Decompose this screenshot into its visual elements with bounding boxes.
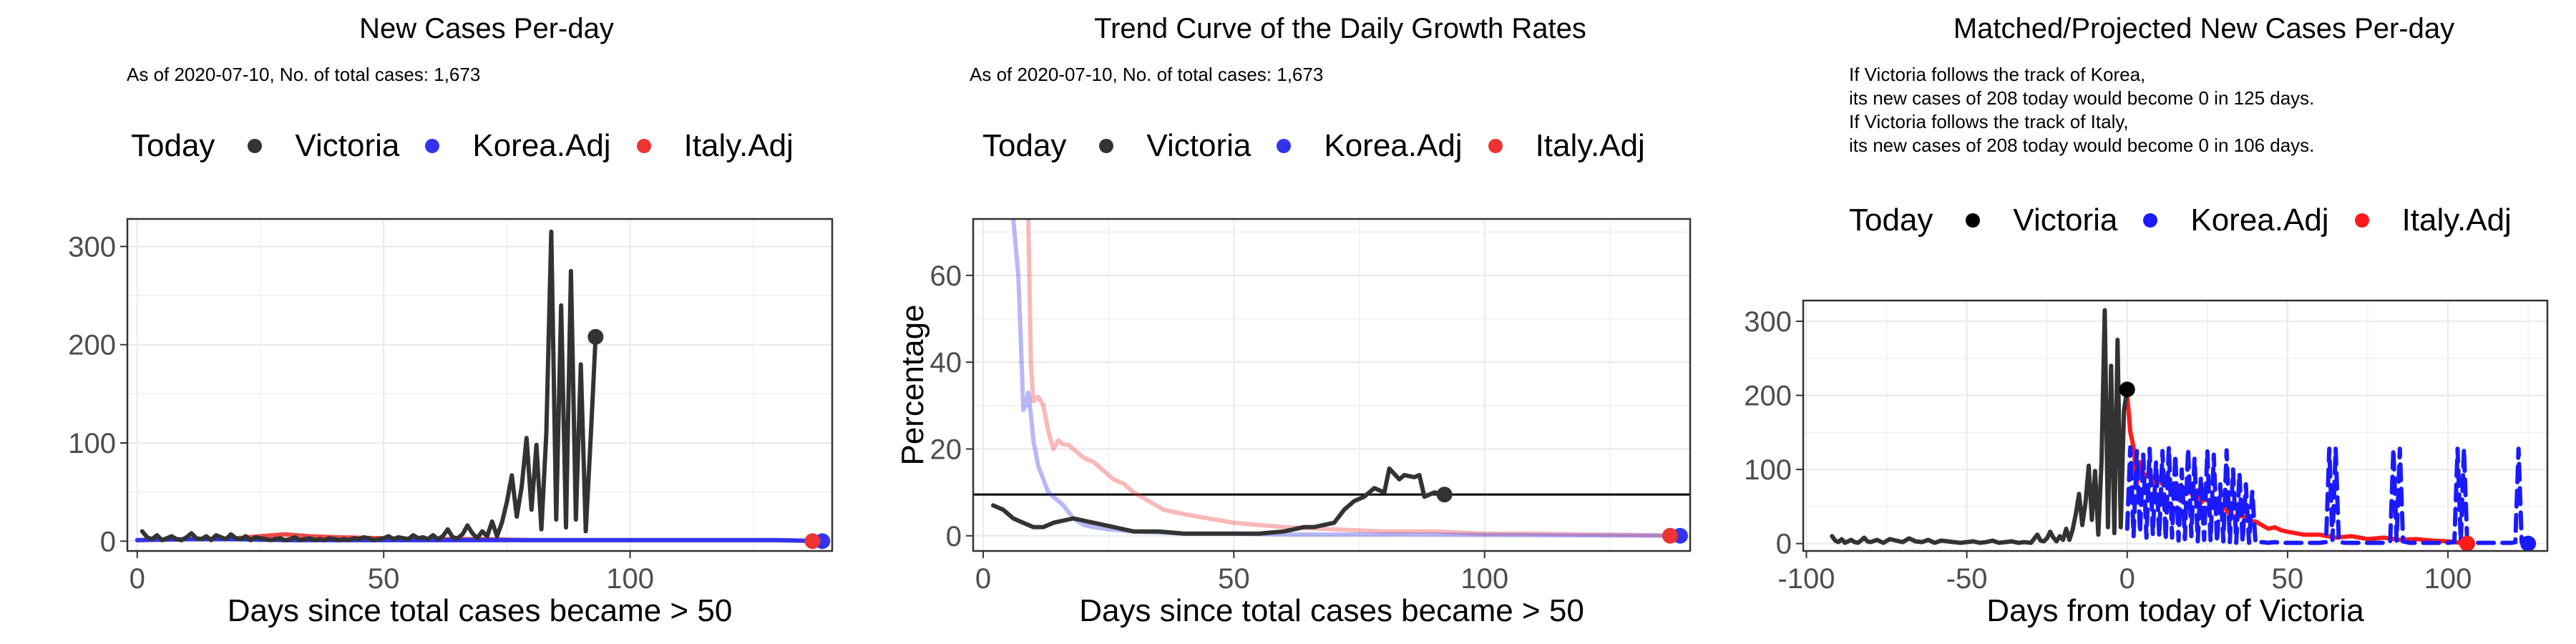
legend-victoria-dot: [1099, 139, 1114, 153]
today-point-italy-adj: [1662, 527, 1678, 544]
projection-note-line: its new cases of 208 today would become …: [1849, 87, 2315, 109]
panel-new-cases: New Cases Per-day As of 2020-07-10, No. …: [0, 0, 859, 644]
projection-note-line: If Victoria follows the track of Korea,: [1849, 64, 2146, 85]
legend-item-victoria: Victoria: [248, 128, 399, 164]
series-line-victoria: [991, 466, 1447, 536]
x-axis-title: Days from today of Victoria: [1986, 593, 2364, 628]
legend-italy-label: Italy.Adj: [683, 128, 794, 163]
legend: Today Victoria Korea.Adj Italy.Adj: [982, 125, 1671, 167]
legend-item-korea: Korea.Adj: [425, 128, 611, 164]
chart-matched-projected: -100 -50 0 50 100 0 100 200 300 Days from today o…: [1744, 299, 2549, 628]
projection-note-line: its new cases of 208 today would become …: [1849, 135, 2315, 156]
legend-victoria-dot: [248, 139, 263, 153]
legend-item-victoria: Victoria: [1099, 128, 1251, 164]
series-line-victoria: [140, 229, 598, 542]
x-tick-label: 50: [2272, 563, 2304, 595]
today-point-italy-adj: [2459, 535, 2475, 552]
legend-italy-dot: [2354, 213, 2369, 228]
legend-item-korea: Korea.Adj: [1277, 128, 1463, 164]
x-tick-label: 50: [1218, 563, 1250, 595]
x-tick-label: 100: [2424, 563, 2472, 595]
y-tick-label: 60: [930, 260, 962, 292]
plot-area: [135, 229, 830, 544]
chart-subtitle: As of 2020-07-10, No. of total cases: 1,…: [127, 64, 481, 85]
x-axis-title: Days since total cases became > 50: [1079, 593, 1584, 628]
today-point-italy-adj: [804, 533, 821, 550]
legend-title: Today: [131, 128, 215, 163]
y-tick-label: 0: [946, 521, 962, 552]
chart-title: New Cases Per-day: [359, 13, 614, 44]
legend: Today Victoria Korea.Adj Italy.Adj: [1849, 199, 2537, 242]
chart-title: Matched/Projected New Cases Per-day: [1953, 13, 2455, 44]
plot-border: [126, 218, 834, 552]
legend-italy-label: Italy.Adj: [1535, 128, 1645, 163]
x-tick-label: 50: [368, 563, 400, 595]
y-tick-label: 20: [930, 434, 962, 465]
y-tick-label: 300: [68, 231, 116, 263]
legend-item-italy: Italy.Adj: [1488, 128, 1645, 164]
series-line-italy-adj: [1026, 219, 1687, 538]
legend: Today Victoria Korea.Adj Italy.Adj: [131, 125, 819, 167]
series-line-korea-adj: [1011, 219, 1687, 538]
series-line-victoria: [1830, 308, 2129, 545]
y-tick-label: 200: [1744, 381, 1792, 412]
legend-korea-dot: [425, 139, 440, 153]
legend-victoria-dot: [1966, 213, 1981, 228]
legend-victoria-label: Victoria: [1146, 128, 1252, 163]
panel-growth-rates: Trend Curve of the Daily Growth Rates As…: [859, 0, 1717, 644]
legend-korea-dot: [2143, 213, 2158, 228]
chart-growth-rates: 0 50 100 0 20 40 60 Days since total cases beca…: [895, 218, 1692, 628]
x-tick-label: 0: [2119, 563, 2135, 595]
legend-item-italy: Italy.Adj: [636, 128, 794, 164]
legend-italy-label: Italy.Adj: [2401, 203, 2512, 238]
y-tick-label: 100: [68, 428, 116, 459]
today-point-victoria: [587, 328, 604, 345]
today-point-victoria: [1436, 487, 1453, 503]
chart-new-cases-per-day: 0 50 100 0 100 200 300 Days since total cases b…: [68, 218, 834, 628]
plot-border: [972, 218, 1692, 552]
x-tick-label: 100: [1460, 563, 1508, 595]
series-line-korea-adj: [2124, 445, 2531, 546]
projection-notes: If Victoria follows the track of Korea, …: [1849, 63, 2314, 157]
legend-item-victoria: Victoria: [1966, 203, 2117, 238]
today-point-korea-adj: [2520, 535, 2537, 552]
y-tick-label: 200: [68, 330, 116, 361]
y-tick-label: 0: [100, 526, 116, 557]
chart-title: Trend Curve of the Daily Growth Rates: [1094, 13, 1586, 44]
x-tick-label: 100: [606, 563, 654, 595]
plot-area: [973, 219, 1690, 538]
legend-title: Today: [982, 128, 1067, 163]
plot-area: [1830, 308, 2531, 546]
y-tick-label: 0: [1776, 529, 1792, 560]
x-axis-title: Days since total cases became > 50: [228, 593, 733, 628]
projection-note-line: If Victoria follows the track of Italy,: [1849, 111, 2129, 132]
chart-subtitle: As of 2020-07-10, No. of total cases: 1,…: [970, 64, 1324, 85]
x-tick-label: -100: [1777, 563, 1835, 595]
y-axis-title: Percentage: [895, 304, 930, 465]
panel-matched-projected: Matched/Projected New Cases Per-day If V…: [1717, 0, 2576, 644]
legend-victoria-label: Victoria: [295, 128, 400, 163]
x-tick-label: 0: [975, 563, 991, 595]
y-tick-label: 300: [1744, 306, 1792, 338]
y-tick-label: 100: [1744, 454, 1792, 486]
legend-item-korea: Korea.Adj: [2143, 203, 2329, 238]
today-point-victoria: [2119, 381, 2135, 398]
legend-korea-label: Korea.Adj: [472, 128, 611, 163]
legend-korea-label: Korea.Adj: [1324, 128, 1463, 163]
legend-korea-label: Korea.Adj: [2190, 203, 2329, 238]
y-tick-label: 40: [930, 347, 962, 379]
legend-title: Today: [1849, 203, 1933, 238]
legend-victoria-label: Victoria: [2013, 203, 2118, 238]
x-tick-label: -50: [1946, 563, 1988, 595]
x-tick-label: 0: [130, 563, 145, 595]
legend-korea-dot: [1277, 139, 1292, 153]
legend-italy-dot: [1488, 139, 1503, 153]
legend-italy-dot: [636, 139, 651, 153]
legend-item-italy: Italy.Adj: [2354, 203, 2512, 238]
plot-border: [1802, 299, 2549, 552]
